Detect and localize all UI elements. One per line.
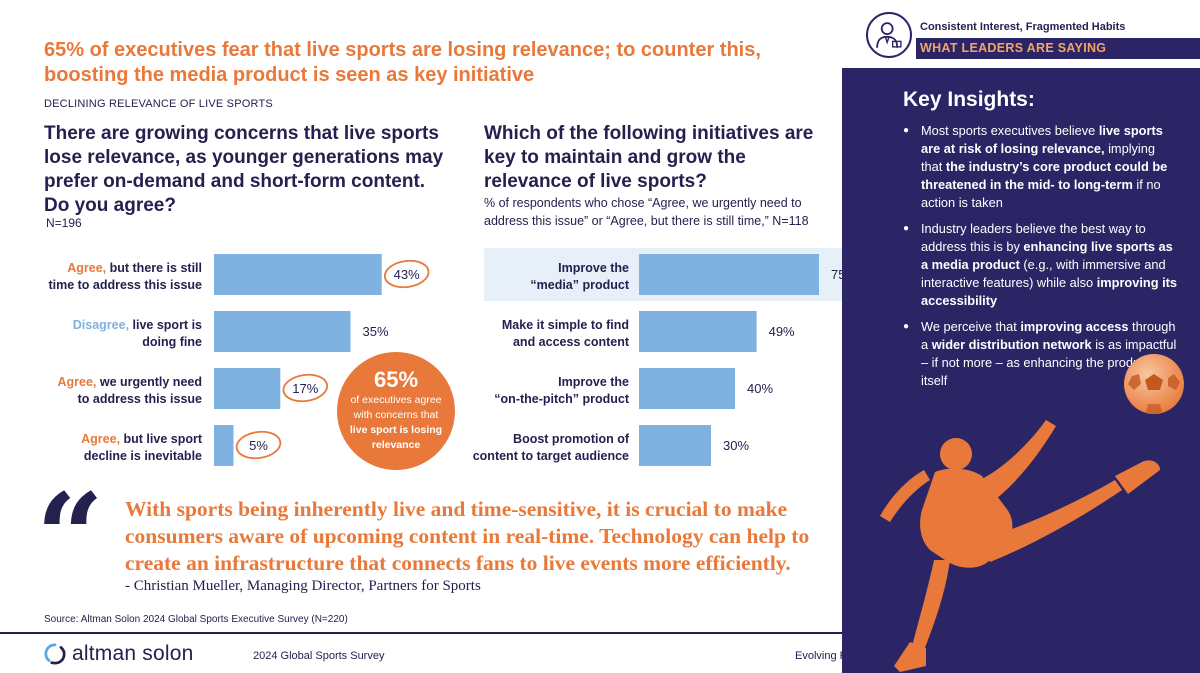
chart2-bar <box>639 425 711 466</box>
chart1-category-label-line2: time to address this issue <box>48 278 202 292</box>
section-tag: DECLINING RELEVANCE OF LIVE SPORTS <box>44 98 273 110</box>
insight-text-run: improving its accessibility <box>921 275 1178 308</box>
callout-text-line: relevance <box>372 439 421 451</box>
chart1-bar <box>214 311 351 352</box>
callout-percentage: 65% <box>374 367 418 392</box>
chart2-category-label: Boost promotion of <box>513 432 630 446</box>
chart2-value-label: 49% <box>769 324 795 339</box>
logo-mark-icon <box>44 643 66 665</box>
banner-chapter-title: Consistent Interest, Fragmented Habits <box>920 21 1126 33</box>
chart1-category-lead: Agree, <box>81 432 120 446</box>
logo-text: altman solon <box>72 642 194 665</box>
chart1-category-rest: but live sport <box>120 432 203 446</box>
chart1-value-highlight-circle <box>235 430 282 460</box>
chart1-category-label-line2: doing fine <box>142 335 202 349</box>
chart1-category-label-line2: to address this issue <box>78 392 202 406</box>
chart1-category-rest: but there is still <box>106 261 202 275</box>
chart1-value-label: 5% <box>249 438 268 453</box>
chart1-category-rest: we urgently need <box>96 375 202 389</box>
insight-item: Most sports executives believe live spor… <box>903 122 1178 212</box>
insight-item: We perceive that improving access throug… <box>903 318 1178 390</box>
insights-list: Most sports executives believe live spor… <box>903 122 1178 398</box>
insight-text-run: wider distribution network <box>931 337 1092 352</box>
chart2-bar <box>639 311 757 352</box>
chart2-category-label: Improve the <box>558 375 629 389</box>
chart1-value-label: 35% <box>362 324 388 339</box>
chart1-bar <box>214 368 281 409</box>
chart1-category-lead: Agree, <box>67 261 106 275</box>
chart1-question: There are growing concerns that live spo… <box>44 123 444 216</box>
insight-text-run: is as impactful – if not more – as enhan… <box>921 337 1177 388</box>
chart1-category-rest: live sport is <box>129 318 202 332</box>
chart1-sample-size: N=196 <box>46 216 82 230</box>
chart2-highlight-band <box>484 248 842 301</box>
source-note: Source: Altman Solon 2024 Global Sports … <box>44 614 348 625</box>
page-headline: 65% of executives fear that live sports … <box>44 39 761 86</box>
company-logo: altman solon <box>44 642 193 666</box>
chart2-category-label-line2: “media” product <box>530 278 629 292</box>
insight-text-run: We perceive that <box>921 319 1021 334</box>
chart1-value-highlight-circle <box>282 373 329 403</box>
chart1-value-label: 17% <box>292 381 318 396</box>
chart2-value-label: 40% <box>747 381 773 396</box>
chart1-value-label: 43% <box>394 267 420 282</box>
insight-text-run: the industry’s core product could be thr… <box>921 159 1168 192</box>
chart1-category-lead: Agree, <box>58 375 97 389</box>
callout-text-line: with concerns that <box>353 409 439 421</box>
insight-text-run: Most sports executives believe <box>921 123 1099 138</box>
callout-circle <box>337 352 455 470</box>
chart2-category-label-line2: and access content <box>513 335 630 349</box>
chart2-category-label-line2: “on-the-pitch” product <box>494 392 630 406</box>
insight-text-run: implying that <box>921 141 1156 174</box>
insight-text-run: (e.g., with immersive and interactive fe… <box>921 257 1166 290</box>
chart2-subtitle: % of respondents who chose “Agree, we ur… <box>484 196 809 228</box>
chart1-category-label: Agree, but live sport <box>81 432 203 446</box>
quote-author: - Christian Mueller, Managing Director, … <box>125 578 481 594</box>
chart1-category-label-line2: decline is inevitable <box>84 449 202 463</box>
chart1-category-label: Agree, we urgently need <box>58 375 203 389</box>
chart1-category-label: Agree, but there is still <box>67 261 202 275</box>
chart2-bar <box>639 368 735 409</box>
soccer-player-illustration <box>880 420 1160 672</box>
chart2-category-label: Improve the <box>558 261 629 275</box>
footer-divider <box>0 632 860 634</box>
quote-mark: “ <box>36 467 104 606</box>
chart2-question: Which of the following initiatives are k… <box>484 123 814 192</box>
insight-text-run: if no action is taken <box>921 177 1161 210</box>
chart1-category-lead: Disagree, <box>73 318 129 332</box>
executive-icon <box>866 12 912 58</box>
callout-text-line: live sport is losing <box>350 424 442 436</box>
banner-section-title: WHAT LEADERS ARE SAYING <box>920 41 1107 55</box>
insight-item: Industry leaders believe the best way to… <box>903 220 1178 310</box>
insights-title: Key Insights: <box>903 88 1035 111</box>
chart2-category-label-line2: content to target audience <box>473 449 629 463</box>
callout-text-line: of executives agree <box>350 394 441 406</box>
chart1-category-label: Disagree, live sport is <box>73 318 202 332</box>
chart1-bar <box>214 425 234 466</box>
insight-text-run: enhancing live sports as a media product <box>921 239 1173 272</box>
soccer-ball-icon <box>1124 354 1184 414</box>
insight-text-run: improving access <box>1020 319 1129 334</box>
quote-text: With sports being inherently live and ti… <box>125 497 810 575</box>
executive-icon-svg <box>876 22 902 48</box>
chart2-bar <box>639 254 819 295</box>
insight-text-run: Industry leaders believe the best way to… <box>921 221 1146 254</box>
chart2-category-label: Make it simple to find <box>502 318 629 332</box>
banner-bar <box>916 38 1200 59</box>
footer-survey-name: 2024 Global Sports Survey <box>253 650 385 662</box>
insight-text-run: live sports are at risk of losing releva… <box>921 123 1163 156</box>
chart1-bar <box>214 254 382 295</box>
chart1-value-highlight-circle <box>383 259 430 289</box>
chart2-value-label: 30% <box>723 438 749 453</box>
insight-text-run: through a <box>921 319 1176 352</box>
